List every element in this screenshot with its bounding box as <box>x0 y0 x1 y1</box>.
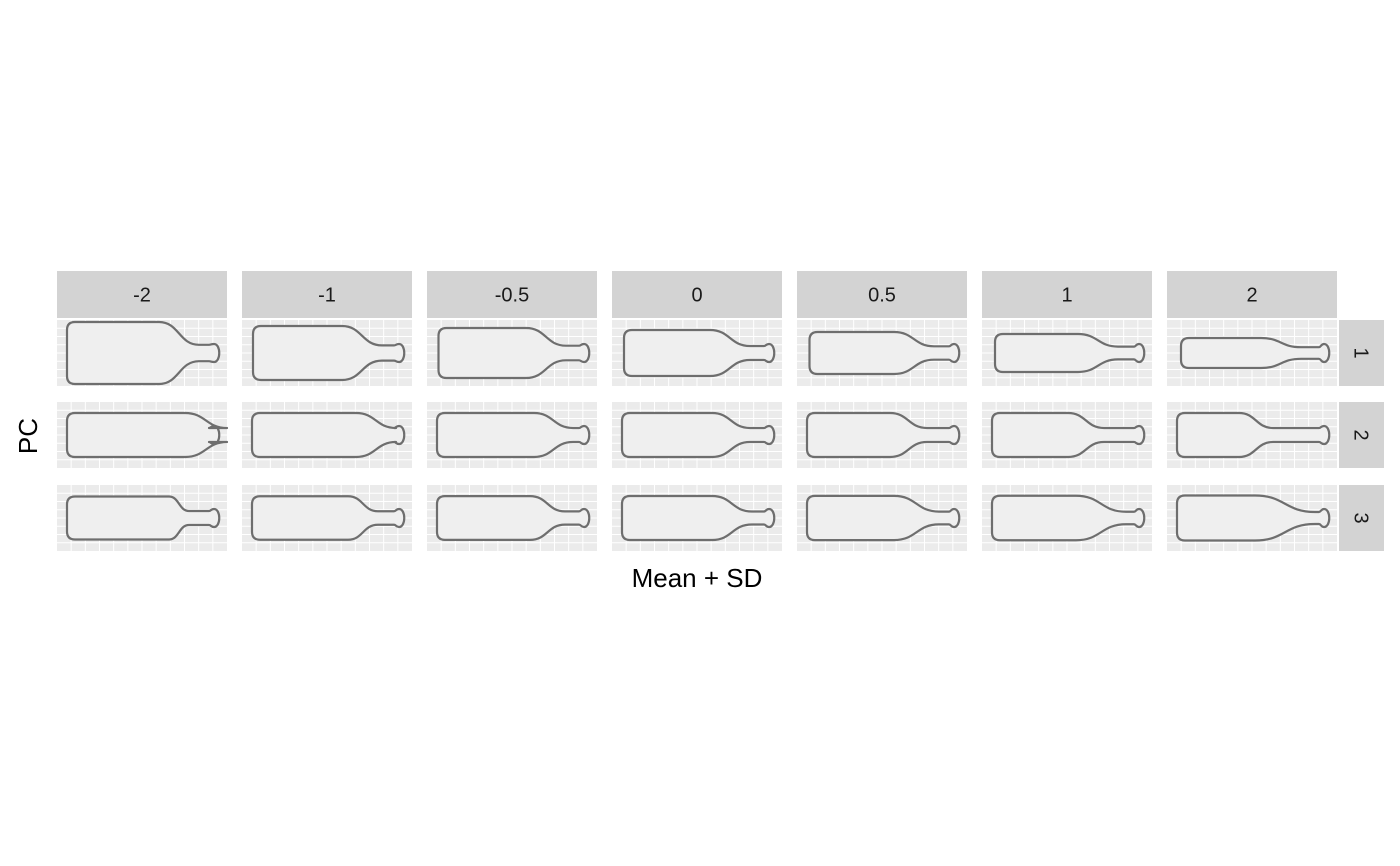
bottle-outline <box>620 494 776 542</box>
facet-strip-col-3 <box>427 271 597 318</box>
facet-panel-pc1-sd-0.5 <box>427 320 597 386</box>
bottle-outline <box>65 495 221 541</box>
bottle-outline <box>805 411 961 459</box>
facet-strip-col-label: -1 <box>318 285 336 307</box>
bottle-outline <box>1175 494 1331 542</box>
facet-panel-pc2-sd2 <box>1167 402 1337 468</box>
bottle-outline <box>805 494 961 542</box>
facet-panel-pc1-sd1 <box>982 320 1152 386</box>
bottle-outline <box>435 495 591 541</box>
facet-strip-col-label: 0.5 <box>868 285 896 307</box>
bottle-outline <box>990 494 1146 542</box>
facet-panel-pc2-sd0.5 <box>797 402 967 468</box>
facet-panel-pc3-sd1 <box>982 485 1152 551</box>
facet-strip-col-label: 0 <box>691 285 702 307</box>
facet-strip-row-label: 1 <box>1350 347 1372 358</box>
bottle-outline <box>65 320 221 386</box>
facet-panel-pc1-sd-2 <box>57 320 227 386</box>
facet-strip-row-label: 2 <box>1350 429 1372 440</box>
facet-strip-col-1 <box>57 271 227 318</box>
facet-strip-row-label: 3 <box>1350 512 1372 523</box>
facet-panel-pc1-sd-1 <box>242 320 412 386</box>
facet-strip-col-2 <box>242 271 412 318</box>
facet-panel-pc3-sd-2 <box>57 485 227 551</box>
facet-panel-pc2-sd-1 <box>242 402 412 468</box>
facet-strip-row-2 <box>1339 402 1384 468</box>
y-axis-title: PC <box>13 418 43 454</box>
facet-panel-pc3-sd0 <box>612 485 782 551</box>
x-axis-title: Mean + SD <box>632 563 763 593</box>
facet-panel-pc3-sd2 <box>1167 485 1337 551</box>
bottle-outline <box>250 411 406 459</box>
facet-strip-col-5 <box>797 271 967 318</box>
bottle-outline <box>65 411 229 459</box>
facet-strip-row-1 <box>1339 320 1384 386</box>
bottle-outline <box>620 411 776 459</box>
facet-strip-col-4 <box>612 271 782 318</box>
facet-panel-pc2-sd1 <box>982 402 1152 468</box>
facet-panel-pc2-sd-2 <box>57 402 229 468</box>
facet-panel-pc1-sd2 <box>1167 320 1337 386</box>
facet-panel-pc3-sd-0.5 <box>427 485 597 551</box>
facet-panel-pc1-sd0.5 <box>797 320 967 386</box>
facet-strip-col-label: 2 <box>1246 285 1257 307</box>
bottle-outline <box>250 495 406 541</box>
facet-strip-col-label: -2 <box>133 285 151 307</box>
facet-strip-col-label: 1 <box>1061 285 1072 307</box>
bottle-outline <box>1175 411 1331 459</box>
facet-strip-col-label: -0.5 <box>495 285 529 307</box>
facet-strip-col-6 <box>982 271 1152 318</box>
facet-panel-pc3-sd-1 <box>242 485 412 551</box>
bottle-outline <box>1179 336 1331 370</box>
facet-strip-col-7 <box>1167 271 1337 318</box>
facet-strip-row-3 <box>1339 485 1384 551</box>
facet-panel-pc2-sd0 <box>612 402 782 468</box>
bottle-outline <box>993 332 1146 374</box>
bottle-outline <box>251 324 406 382</box>
facet-panel-pc1-sd0 <box>612 320 782 386</box>
bottle-outline <box>435 411 591 459</box>
facet-panel-pc2-sd-0.5 <box>427 402 597 468</box>
facet-panel-pc3-sd0.5 <box>797 485 967 551</box>
bottle-outline <box>622 328 776 378</box>
bottle-outline <box>437 326 591 380</box>
bottle-outline <box>808 330 961 376</box>
bottle-outline <box>990 411 1146 459</box>
facet-grid: -2 -1 -0.5 0 0.5 1 2 1 2 3 <box>57 271 1384 551</box>
